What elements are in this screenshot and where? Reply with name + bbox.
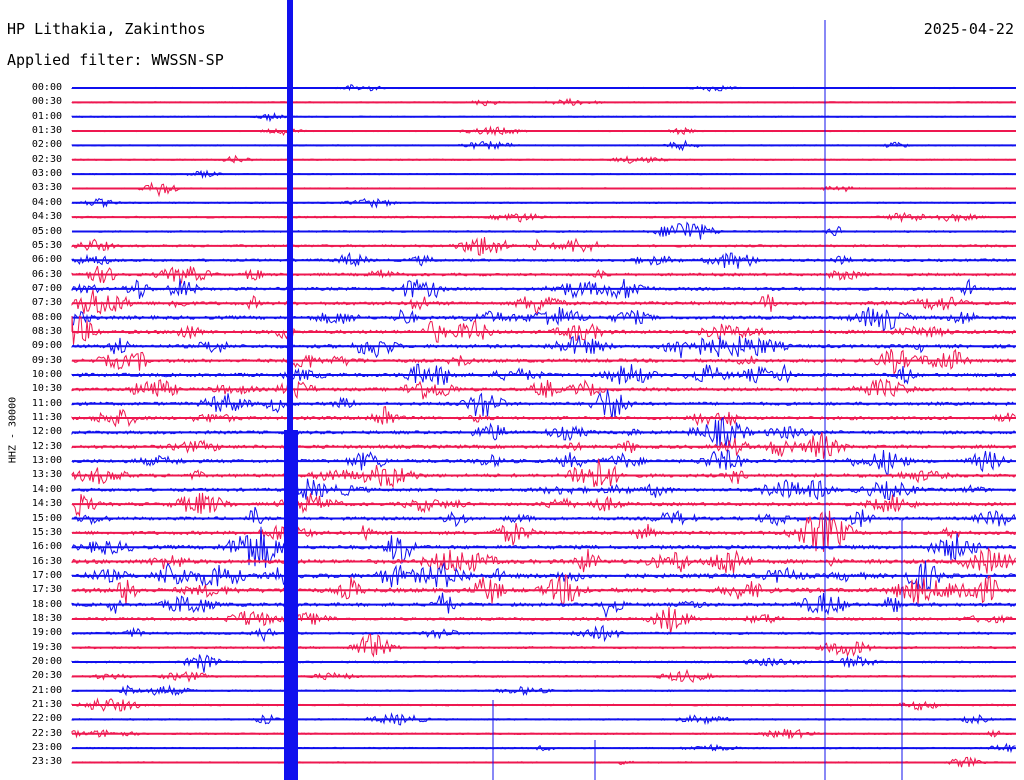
time-label: 18:30: [31, 612, 62, 624]
trace-line: [71, 378, 1016, 400]
time-label: 02:30: [31, 153, 62, 165]
trace-line: [71, 405, 1016, 428]
time-label: 07:00: [31, 282, 62, 294]
time-label: 02:00: [31, 139, 62, 151]
time-label: 21:00: [31, 684, 62, 696]
time-labels: 00:00 00:30 01:00 01:30 02:00 02:30 03:00 03:30…: [0, 0, 70, 780]
time-label: 23:30: [31, 756, 62, 768]
time-label: 10:00: [31, 369, 62, 380]
time-label: 05:30: [31, 239, 62, 251]
time-label: 03:00: [31, 168, 62, 180]
date-label: 2025-04-22: [923, 20, 1014, 38]
time-label: 19:00: [31, 627, 62, 639]
event-spike-body: [284, 430, 298, 780]
time-label: 18:00: [31, 598, 62, 610]
time-label: 12:30: [31, 440, 62, 452]
trace-line: [71, 607, 1016, 635]
time-label: 09:00: [31, 340, 62, 352]
time-label: 15:30: [31, 526, 62, 538]
time-label: 15:00: [31, 512, 62, 524]
trace-line: [71, 654, 1016, 673]
time-label: 22:30: [31, 727, 62, 739]
time-label: 13:00: [31, 455, 62, 467]
time-label: 14:30: [31, 498, 62, 510]
time-label: 06:30: [31, 268, 62, 280]
time-label: 16:30: [31, 555, 62, 567]
trace-line: [71, 458, 1016, 489]
trace-line: [71, 574, 1016, 606]
time-label: 09:30: [31, 354, 62, 366]
time-label: 20:30: [31, 670, 62, 682]
time-label: 23:00: [31, 742, 62, 754]
time-label: 04:00: [31, 196, 62, 208]
time-label: 08:30: [31, 325, 62, 337]
trace-line: [71, 492, 1016, 518]
time-label: 10:30: [31, 383, 62, 395]
time-label: 16:00: [31, 541, 62, 553]
time-label: 19:30: [31, 641, 62, 653]
trace-line: [71, 306, 1016, 334]
time-label: 22:00: [31, 713, 62, 725]
time-label: 21:30: [31, 699, 62, 711]
time-label: 17:00: [31, 569, 62, 581]
station-title: HP Lithakia, Zakinthos: [7, 20, 206, 38]
time-label: 00:00: [31, 82, 62, 93]
time-label: 11:30: [31, 412, 62, 424]
time-label: 01:00: [31, 110, 62, 122]
time-label: 12:00: [31, 426, 62, 438]
time-label: 08:00: [31, 311, 62, 323]
trace-line: [71, 633, 1016, 658]
time-label: 07:30: [31, 297, 62, 309]
event-spike: [287, 0, 293, 780]
time-label: 11:00: [31, 397, 62, 409]
time-label: 06:00: [31, 254, 62, 266]
time-label: 13:30: [31, 469, 62, 481]
time-label: 20:00: [31, 656, 62, 667]
time-label: 04:30: [31, 211, 62, 223]
time-label: 03:30: [31, 182, 62, 194]
trace-line: [71, 289, 1016, 315]
time-label: 00:30: [31, 96, 62, 108]
time-label: 17:30: [31, 584, 62, 596]
time-label: 01:30: [31, 125, 62, 137]
time-label: 14:00: [31, 483, 62, 495]
time-label: 05:00: [31, 225, 62, 237]
filter-label: Applied filter: WWSSN-SP: [7, 51, 224, 69]
trace-line: [71, 510, 1016, 552]
trace-line: [71, 506, 1016, 528]
